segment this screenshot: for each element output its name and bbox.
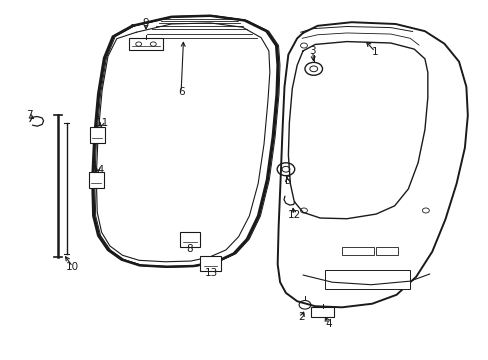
Text: 12: 12 bbox=[287, 210, 300, 220]
FancyBboxPatch shape bbox=[311, 307, 333, 318]
FancyBboxPatch shape bbox=[89, 172, 103, 188]
Text: 4: 4 bbox=[325, 319, 331, 329]
Bar bbox=[341, 247, 373, 255]
Text: 3: 3 bbox=[309, 46, 315, 56]
Text: 13: 13 bbox=[204, 267, 218, 278]
Text: 9: 9 bbox=[142, 18, 149, 28]
Bar bbox=[375, 247, 397, 255]
FancyBboxPatch shape bbox=[200, 256, 220, 271]
Text: 5: 5 bbox=[284, 176, 290, 186]
FancyBboxPatch shape bbox=[129, 38, 163, 50]
Text: 8: 8 bbox=[186, 244, 193, 254]
Text: 2: 2 bbox=[298, 312, 305, 322]
Text: 6: 6 bbox=[178, 87, 184, 97]
Text: 1: 1 bbox=[371, 46, 378, 57]
Bar bbox=[325, 270, 409, 289]
Text: 10: 10 bbox=[66, 262, 79, 272]
Text: 11: 11 bbox=[95, 118, 108, 128]
FancyBboxPatch shape bbox=[179, 231, 200, 247]
Text: 14: 14 bbox=[91, 165, 104, 175]
FancyBboxPatch shape bbox=[90, 127, 104, 143]
Text: 7: 7 bbox=[25, 111, 32, 121]
